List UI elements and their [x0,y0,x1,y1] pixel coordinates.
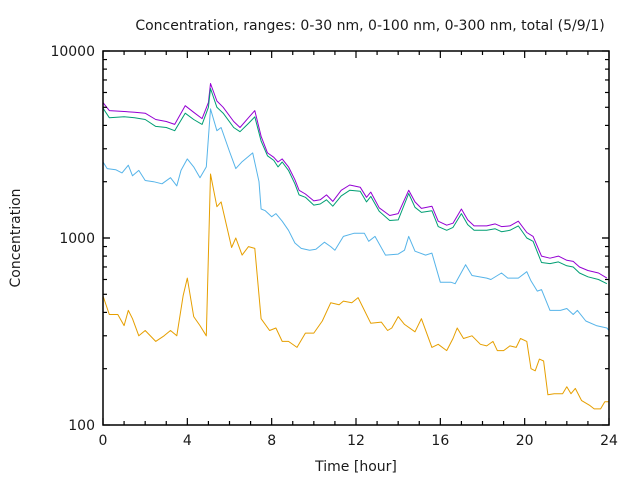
x-tick-label: 24 [600,433,618,449]
x-tick-label: 16 [431,433,449,449]
chart-title: Concentration, ranges: 0-30 nm, 0-100 nm… [135,18,604,34]
x-tick-label: 12 [347,433,365,449]
x-tick-label: 4 [183,433,192,449]
series-layer [102,83,610,410]
x-tick-labels: 0 4 8 12 16 20 24 [99,433,618,449]
x-tick-label: 20 [516,433,534,449]
x-tick-label: 0 [99,433,108,449]
axis-ticks [102,50,610,426]
y-tick-labels: 100 1000 10000 [50,44,95,434]
series-line-0-30-nm [102,173,609,410]
y-tick-label: 100 [68,418,95,434]
series-line-total [102,83,608,279]
y-tick-label: 1000 [59,231,95,247]
series-line-0-100-nm [102,108,610,331]
y-axis-label: Concentration [8,188,24,287]
x-axis-label: Time [hour] [314,459,397,475]
y-tick-label: 10000 [50,44,95,60]
x-tick-label: 8 [267,433,276,449]
plot-frame [102,50,610,426]
series-line-0-300-nm [102,88,608,285]
